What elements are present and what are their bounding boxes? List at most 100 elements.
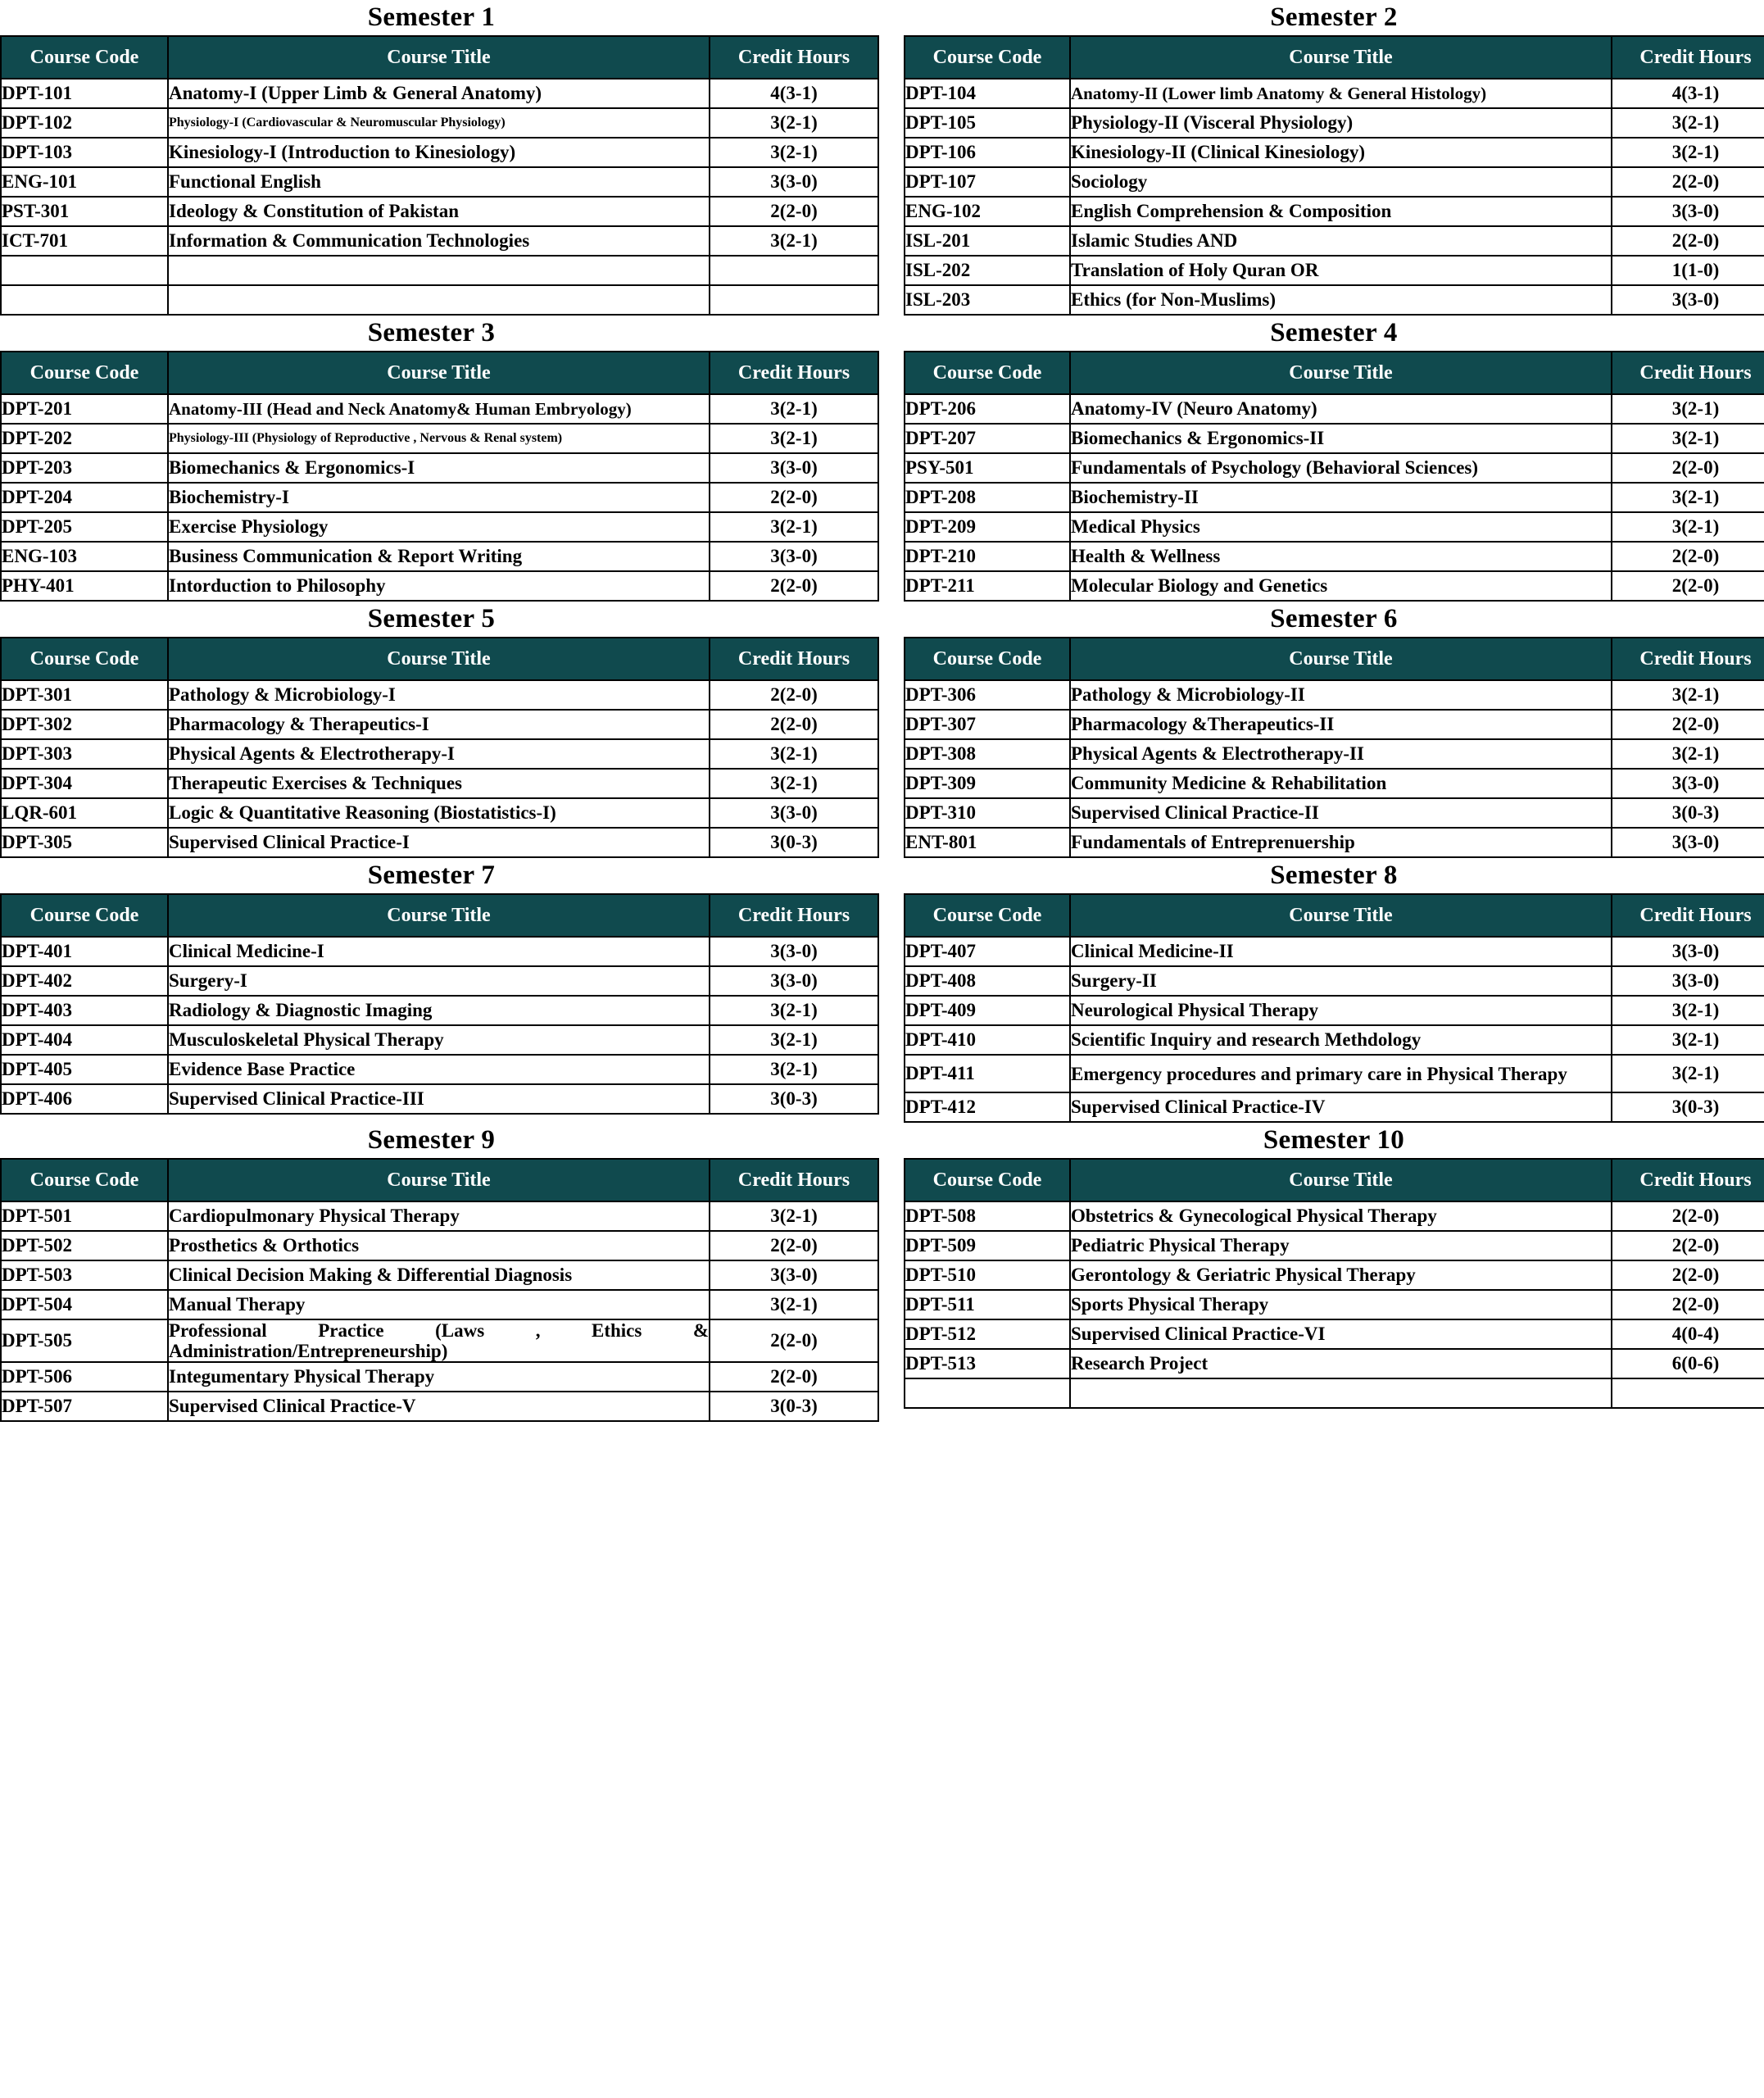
course-code-cell: DPT-103 (0, 137, 169, 168)
credit-hours-cell: 3(0-3) (709, 1083, 879, 1115)
credit-hours-cell: 2(2-0) (709, 1319, 879, 1363)
course-code-cell: ICT-701 (0, 225, 169, 257)
table-row: DPT-510 Gerontology & Geriatric Physical … (904, 1260, 1764, 1291)
column-header-course-title: Course Title (1069, 637, 1612, 681)
credit-hours-cell: 4(3-1) (1611, 78, 1764, 109)
semester-title: Semester 3 (367, 318, 496, 347)
course-title-cell: Physiology-III (Physiology of Reproducti… (167, 423, 710, 454)
column-header-credit-hours: Credit Hours (709, 893, 879, 938)
course-title-cell: Prosthetics & Orthotics (167, 1230, 710, 1261)
course-code-cell (0, 255, 169, 286)
table-header-row: Course Code Course Title Credit Hours (904, 1158, 1764, 1202)
table-row (0, 255, 879, 286)
course-code-cell: ISL-201 (904, 225, 1071, 257)
credit-hours-cell: 3(2-1) (709, 107, 879, 139)
course-code-cell: DPT-306 (904, 679, 1071, 711)
course-code-cell: DPT-308 (904, 738, 1071, 770)
table-row: ISL-201 Islamic Studies AND 2(2-0) (904, 225, 1764, 257)
table-row: DPT-502 Prosthetics & Orthotics 2(2-0) (0, 1230, 879, 1261)
column-header-course-title: Course Title (167, 351, 710, 395)
credit-hours-cell: 3(3-0) (709, 452, 879, 484)
course-table: Course Code Course Title Credit Hours DPT-4… (0, 893, 879, 1115)
credit-hours-cell: 2(2-0) (1611, 452, 1764, 484)
course-code-cell: DPT-101 (0, 78, 169, 109)
credit-hours-cell: 3(3-0) (1611, 965, 1764, 997)
semester-block: Semester 10 Course Code Course Title Credit… (904, 1123, 1764, 1422)
credit-hours-cell: 3(2-1) (1611, 738, 1764, 770)
credit-hours-cell: 3(2-1) (1611, 423, 1764, 454)
course-title-cell: Pathology & Microbiology-I (167, 679, 710, 711)
semester-title: Semester 5 (367, 604, 496, 633)
semester-block: Semester 4 Course Code Course Title Credit … (904, 316, 1764, 602)
course-title-cell: Fundamentals of Psychology (Behavioral S… (1069, 452, 1612, 484)
credit-hours-cell: 3(2-1) (1611, 511, 1764, 543)
course-code-cell: ENG-101 (0, 166, 169, 198)
course-title-cell: Logic & Quantitative Reasoning (Biostati… (167, 797, 710, 829)
table-row: DPT-406 Supervised Clinical Practice-III 3… (0, 1083, 879, 1115)
table-row: DPT-106 Kinesiology-II (Clinical Kinesiol… (904, 137, 1764, 168)
course-title-cell: Radiology & Diagnostic Imaging (167, 995, 710, 1026)
table-row: DPT-102 Physiology-I (Cardiovascular & Ne… (0, 107, 879, 139)
table-row: DPT-513 Research Project 6(0-6) (904, 1348, 1764, 1379)
credit-hours-cell: 3(2-1) (1611, 995, 1764, 1026)
course-title-cell: Pharmacology & Therapeutics-I (167, 709, 710, 740)
course-title-cell: Information & Communication Technologies (167, 225, 710, 257)
course-title-cell: Business Communication & Report Writing (167, 541, 710, 572)
course-code-cell: DPT-211 (904, 570, 1071, 602)
table-row: DPT-107 Sociology 2(2-0) (904, 166, 1764, 198)
credit-hours-cell: 3(2-1) (709, 738, 879, 770)
course-code-cell: DPT-307 (904, 709, 1071, 740)
table-row: DPT-409 Neurological Physical Therapy 3(2-… (904, 995, 1764, 1026)
credit-hours-cell: 2(2-0) (709, 482, 879, 513)
semester-title: Semester 8 (1270, 861, 1398, 890)
table-row: DPT-412 Supervised Clinical Practice-IV 3(… (904, 1092, 1764, 1123)
course-code-cell: PHY-401 (0, 570, 169, 602)
course-title-cell: Exercise Physiology (167, 511, 710, 543)
course-code-cell: DPT-513 (904, 1348, 1071, 1379)
course-title-cell (167, 284, 710, 316)
column-header-credit-hours: Credit Hours (1611, 893, 1764, 938)
credit-hours-cell: 3(3-0) (709, 541, 879, 572)
course-title-cell: Biomechanics & Ergonomics-II (1069, 423, 1612, 454)
course-code-cell: DPT-502 (0, 1230, 169, 1261)
table-header-row: Course Code Course Title Credit Hours (904, 637, 1764, 681)
course-title-cell: Integumentary Physical Therapy (167, 1361, 710, 1392)
course-title-cell: Clinical Decision Making & Differential … (167, 1260, 710, 1291)
course-title-cell: Therapeutic Exercises & Techniques (167, 768, 710, 799)
course-title-cell: Kinesiology-I (Introduction to Kinesiolo… (167, 137, 710, 168)
table-row: DPT-509 Pediatric Physical Therapy 2(2-0) (904, 1230, 1764, 1261)
table-row: DPT-410 Scientific Inquiry and research M… (904, 1024, 1764, 1056)
table-header-row: Course Code Course Title Credit Hours (0, 35, 879, 79)
course-code-cell: DPT-406 (0, 1083, 169, 1115)
table-row: DPT-309 Community Medicine & Rehabilitati… (904, 768, 1764, 799)
course-title-cell: Islamic Studies AND (1069, 225, 1612, 257)
course-table: Course Code Course Title Credit Hours DPT-2… (904, 351, 1764, 602)
course-code-cell (904, 1378, 1071, 1409)
table-row (904, 1378, 1764, 1409)
credit-hours-cell: 3(2-1) (1611, 1054, 1764, 1093)
course-code-cell: DPT-104 (904, 78, 1071, 109)
table-row: DPT-211 Molecular Biology and Genetics 2(2… (904, 570, 1764, 602)
column-header-credit-hours: Credit Hours (709, 1158, 879, 1202)
credit-hours-cell: 2(2-0) (709, 196, 879, 227)
course-title-cell: Scientific Inquiry and research Methdolo… (1069, 1024, 1612, 1056)
semester-title: Semester 7 (367, 861, 496, 890)
course-title-cell: Clinical Medicine-II (1069, 936, 1612, 967)
course-code-cell: DPT-301 (0, 679, 169, 711)
column-header-course-title: Course Title (167, 1158, 710, 1202)
column-header-course-code: Course Code (0, 637, 169, 681)
course-title-cell: Ideology & Constitution of Pakistan (167, 196, 710, 227)
table-row: DPT-303 Physical Agents & Electrotherapy-… (0, 738, 879, 770)
table-row: DPT-403 Radiology & Diagnostic Imaging 3(2… (0, 995, 879, 1026)
semester-block: Semester 1 Course Code Course Title Credit … (0, 0, 879, 316)
course-title-cell: Intorduction to Philosophy (167, 570, 710, 602)
course-code-cell: DPT-512 (904, 1319, 1071, 1350)
credit-hours-cell: 2(2-0) (1611, 166, 1764, 198)
table-row: DPT-208 Biochemistry-II 3(2-1) (904, 482, 1764, 513)
column-header-course-code: Course Code (0, 893, 169, 938)
course-title-cell: Sociology (1069, 166, 1612, 198)
table-row: DPT-209 Medical Physics 3(2-1) (904, 511, 1764, 543)
semester-block: Semester 7 Course Code Course Title Credit … (0, 858, 879, 1123)
column-header-course-code: Course Code (904, 637, 1071, 681)
semester-title: Semester 9 (367, 1125, 496, 1155)
